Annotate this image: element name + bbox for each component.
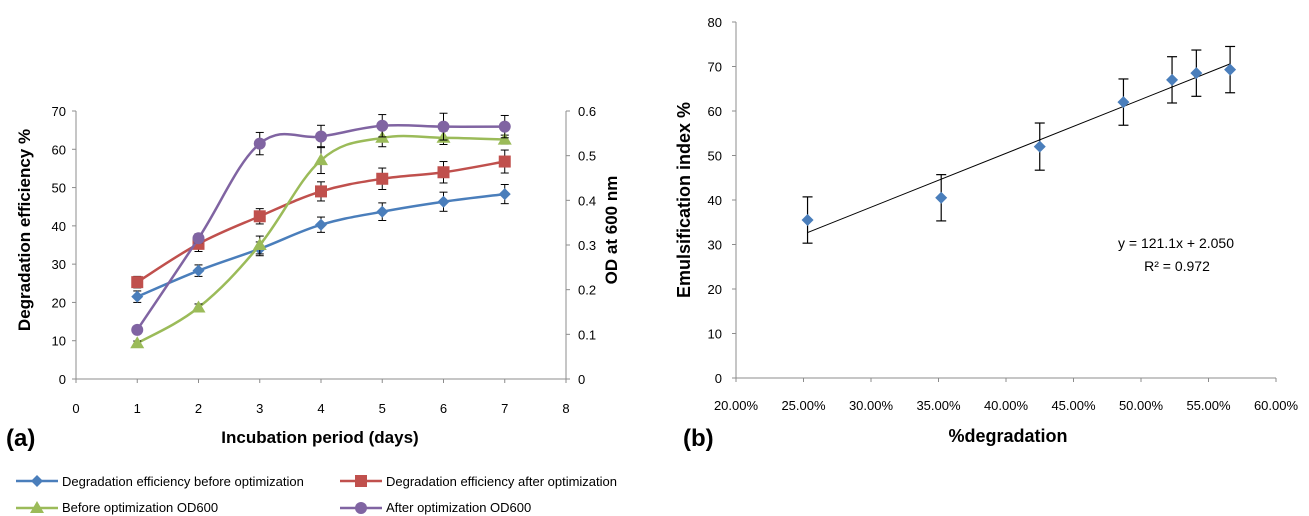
data-point	[191, 300, 206, 313]
data-point	[437, 120, 450, 133]
data-point	[1224, 63, 1237, 76]
legend-diamond-marker	[31, 475, 43, 487]
data-point	[315, 185, 327, 198]
data-point	[315, 218, 327, 231]
legend: Degradation efficiency before optimizati…	[16, 474, 617, 515]
y2-tick-label: 0.5	[578, 149, 596, 164]
x-tick-label: 55.00%	[1186, 398, 1231, 413]
x-tick-label: 35.00%	[916, 398, 961, 413]
y-tick-label: 60	[52, 142, 66, 157]
y-tick-label: 70	[708, 60, 722, 75]
y-tick-label: 20	[52, 295, 66, 310]
panel-b-label: (b)	[683, 425, 714, 452]
data-point	[497, 132, 512, 145]
y-tick-label: 20	[708, 282, 722, 297]
y-tick-label: 0	[715, 371, 722, 386]
legend-item-green: Before optimization OD600	[16, 500, 218, 515]
panel-a-y2-axis-title: OD at 600 nm	[602, 176, 621, 285]
x-tick-label: 2	[195, 401, 202, 416]
data-point	[131, 290, 144, 303]
data-point	[131, 276, 144, 289]
data-point	[437, 195, 450, 208]
panel-a-y-axis-title: Degradation efficiency %	[15, 129, 34, 331]
y-tick-label: 80	[708, 15, 722, 30]
data-point	[252, 238, 267, 250]
x-tick-label: 0	[72, 401, 79, 416]
data-point	[498, 120, 511, 133]
data-point	[314, 153, 328, 166]
y-tick-label: 70	[52, 104, 66, 119]
x-tick-label: 8	[562, 401, 569, 416]
x-tick-label: 6	[440, 401, 447, 416]
legend-circle-marker	[355, 502, 367, 514]
legend-label: Degradation efficiency after optimizatio…	[386, 474, 617, 489]
data-point	[376, 205, 389, 218]
legend-item-purple: After optimization OD600	[340, 500, 531, 515]
y-tick-label: 0	[59, 372, 66, 387]
x-tick-label: 20.00%	[714, 398, 759, 413]
x-tick-label: 4	[317, 401, 324, 416]
panel-a-label: (a)	[6, 425, 35, 452]
data-point	[253, 137, 266, 150]
data-point	[801, 214, 814, 227]
legend-square-marker	[355, 475, 367, 487]
x-tick-label: 7	[501, 401, 508, 416]
data-point	[498, 155, 511, 168]
x-tick-label: 50.00%	[1119, 398, 1164, 413]
data-point	[498, 188, 511, 201]
panel-b-y-axis-title: Emulsification index %	[674, 102, 694, 298]
x-tick-label: 40.00%	[984, 398, 1029, 413]
trendline-r-squared: R² = 0.972	[1144, 258, 1210, 274]
x-tick-label: 3	[256, 401, 263, 416]
y-tick-label: 50	[708, 149, 722, 164]
data-point	[253, 210, 266, 223]
y-tick-label: 40	[708, 193, 722, 208]
y2-tick-label: 0	[578, 372, 585, 387]
panel-b: 20.00% 25.00% 30.00% 35.00% 40.00% 45.00% 50.0…	[674, 15, 1298, 452]
x-tick-label: 5	[379, 401, 386, 416]
y-tick-label: 10	[52, 334, 66, 349]
y2-tick-label: 0.3	[578, 238, 596, 253]
x-tick-label: 30.00%	[849, 398, 894, 413]
panel-a: 0 1 2 3 4 5 6 7 801020304050607000.10.20.30.40.5…	[6, 104, 621, 452]
y-tick-label: 60	[708, 104, 722, 119]
y-tick-label: 10	[708, 327, 722, 342]
trendline-equation: y = 121.1x + 2.050	[1118, 235, 1234, 251]
x-tick-label: 25.00%	[781, 398, 826, 413]
y-tick-label: 50	[52, 181, 66, 196]
data-point	[1117, 96, 1130, 109]
panel-a-x-axis-title: Incubation period (days)	[221, 428, 418, 447]
legend-label: Degradation efficiency before optimizati…	[62, 474, 304, 489]
y2-tick-label: 0.6	[578, 104, 596, 119]
x-tick-label: 1	[134, 401, 141, 416]
y2-tick-label: 0.4	[578, 193, 596, 208]
data-point	[376, 172, 389, 185]
legend-triangle-marker	[30, 501, 44, 513]
data-point	[130, 336, 145, 349]
legend-label: After optimization OD600	[386, 500, 531, 515]
data-point	[192, 232, 205, 245]
data-point	[1190, 67, 1203, 80]
y2-tick-label: 0.1	[578, 327, 596, 342]
legend-label: Before optimization OD600	[62, 500, 218, 515]
trendline	[807, 63, 1231, 234]
data-point	[935, 191, 948, 204]
legend-item-red: Degradation efficiency after optimizatio…	[340, 474, 617, 489]
x-tick-label: 60.00%	[1254, 398, 1299, 413]
data-point	[437, 166, 450, 179]
y-tick-label: 30	[708, 238, 722, 253]
y-tick-label: 30	[52, 257, 66, 272]
panel-b-x-axis-title: %degradation	[948, 426, 1067, 446]
data-point	[1166, 73, 1179, 86]
x-tick-label: 45.00%	[1051, 398, 1096, 413]
data-point	[376, 119, 389, 132]
legend-item-blue: Degradation efficiency before optimizati…	[16, 474, 304, 489]
y-tick-label: 40	[52, 219, 66, 234]
data-point	[131, 323, 144, 336]
data-point	[315, 130, 327, 143]
data-point	[192, 264, 205, 277]
y2-tick-label: 0.2	[578, 283, 596, 298]
data-point	[1033, 140, 1046, 153]
